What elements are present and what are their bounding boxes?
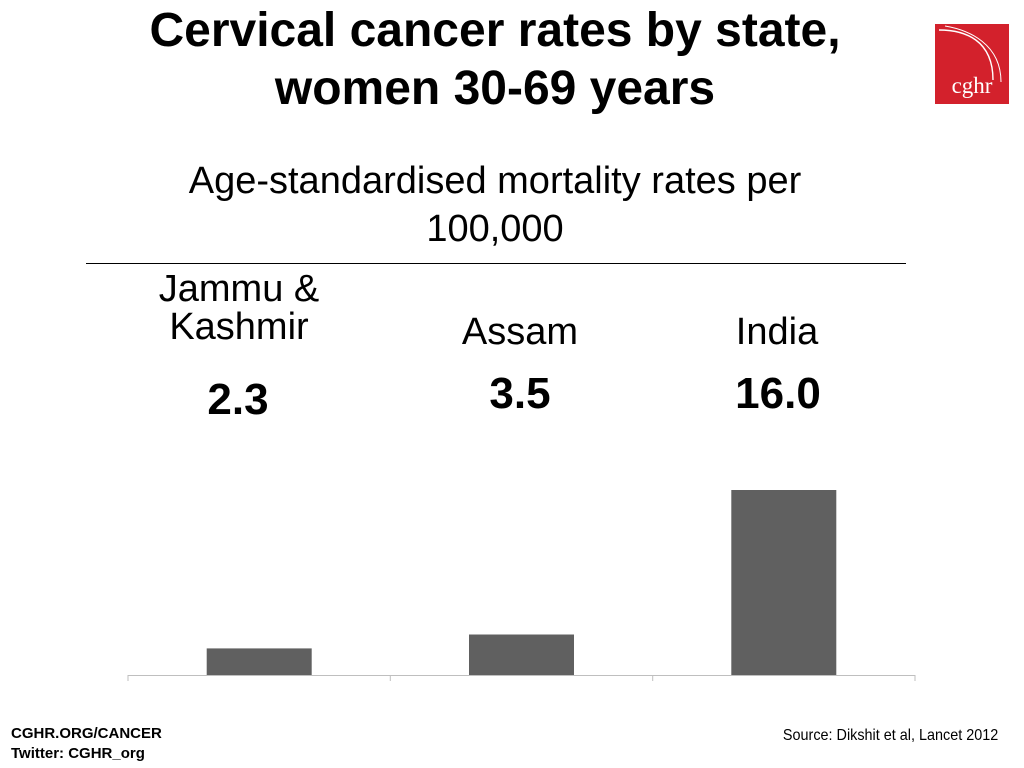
value-label-india: 16.0: [735, 369, 821, 418]
logo-swirl-icon: [938, 25, 1002, 83]
footer-website: CGHR.ORG/CANCER: [11, 725, 162, 742]
chart-subtitle: Age-standardised mortality rates per 100…: [188, 160, 802, 250]
title-divider: [86, 263, 906, 264]
value-label-assam: 3.5: [489, 369, 551, 418]
cghr-logo: cghr: [935, 24, 1009, 104]
bar-jammu-kashmir: [206, 648, 312, 675]
bar-india: [731, 490, 837, 675]
bar-assam: [469, 634, 574, 675]
logo-text: cghr: [951, 73, 993, 98]
category-label-india: India: [735, 311, 819, 353]
footer-twitter: Twitter: CGHR_org: [11, 745, 145, 762]
chart-title: Cervical cancer rates by state, women 30…: [149, 4, 841, 115]
value-label-jammu-kashmir: 2.3: [207, 375, 269, 424]
category-label-jammu-kashmir: Jammu & Kashmir: [158, 268, 320, 348]
x-axis: [127, 675, 916, 681]
source-note: Source: Dikshit et al, Lancet 2012: [782, 727, 998, 744]
category-label-assam: Assam: [461, 311, 579, 353]
bar-group: [206, 490, 837, 675]
footer-links: CGHR.ORG/CANCER Twitter: CGHR_org: [11, 724, 162, 764]
